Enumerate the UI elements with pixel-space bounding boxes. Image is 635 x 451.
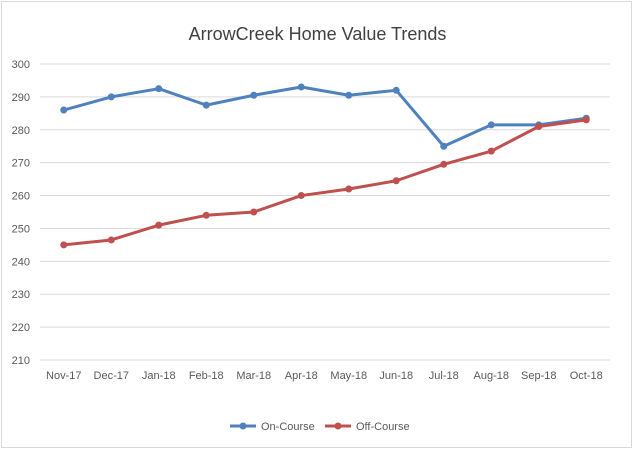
y-tick-label: 250: [12, 223, 30, 235]
x-tick-label: Oct-18: [570, 370, 603, 382]
y-tick-label: 260: [12, 191, 30, 203]
y-tick-label: 240: [12, 256, 30, 268]
y-tick-label: 290: [12, 92, 30, 104]
x-tick-label: Nov-17: [46, 370, 81, 382]
series-group: [60, 83, 590, 249]
x-tick-label: Aug-18: [474, 370, 509, 382]
x-axis-ticks: Nov-17 Dec-17 Jan-18 Feb-18 Mar-18 Apr-18 May-…: [46, 370, 603, 382]
data-point: [107, 93, 115, 101]
x-tick-label: Feb-18: [189, 370, 224, 382]
x-tick-label: Apr-18: [285, 370, 318, 382]
x-tick-label: May-18: [330, 370, 367, 382]
x-tick-label: Jun-18: [379, 370, 413, 382]
series-line-2: [62, 118, 588, 247]
data-point: [345, 91, 353, 99]
data-point: [392, 86, 400, 94]
data-point: [250, 91, 258, 99]
data-point: [535, 122, 543, 130]
legend-marker-2: [334, 422, 342, 430]
y-tick-label: 220: [12, 322, 30, 334]
gridlines: [40, 63, 610, 328]
chart-title: ArrowCreek Home Value Trends: [188, 24, 447, 44]
y-tick-label: 210: [12, 355, 30, 367]
y-tick-label: 300: [12, 59, 30, 71]
data-point: [60, 106, 68, 114]
data-point: [440, 160, 448, 168]
x-tick-label: Jul-18: [429, 370, 459, 382]
data-point: [582, 116, 590, 124]
data-point: [487, 121, 495, 129]
data-point: [345, 185, 353, 193]
y-axis-ticks: 210 220 230 240 250 260 270 280 290 300: [12, 59, 30, 367]
legend-label-1: On-Course: [261, 421, 315, 433]
data-point: [107, 236, 115, 244]
x-tick-label: Jan-18: [142, 370, 176, 382]
data-point: [155, 221, 163, 229]
legend-label-2: Off-Course: [356, 421, 410, 433]
x-tick-label: Dec-17: [94, 370, 129, 382]
series-line-1: [62, 85, 588, 148]
data-point: [297, 192, 305, 200]
data-point: [250, 208, 258, 216]
x-tick-label: Mar-18: [236, 370, 271, 382]
y-tick-label: 270: [12, 158, 30, 170]
legend: On-Course Off-Course: [230, 421, 410, 433]
data-point: [60, 241, 68, 249]
x-tick-label: Sep-18: [521, 370, 556, 382]
data-point: [202, 211, 210, 219]
data-point: [440, 142, 448, 150]
y-tick-label: 280: [12, 125, 30, 137]
legend-marker-1: [239, 422, 247, 430]
y-tick-label: 230: [12, 289, 30, 301]
data-point: [392, 177, 400, 185]
data-point: [297, 83, 305, 91]
data-point: [487, 147, 495, 155]
data-point: [155, 85, 163, 93]
data-point: [202, 101, 210, 109]
